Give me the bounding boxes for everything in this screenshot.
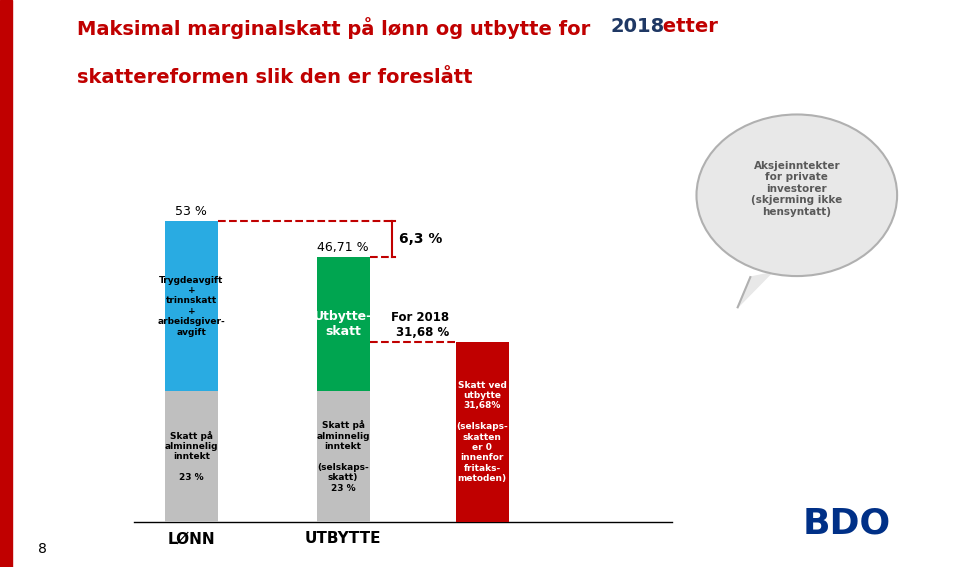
Text: 8: 8 (38, 541, 47, 556)
Ellipse shape (696, 115, 897, 276)
Text: BDO: BDO (803, 507, 891, 541)
Text: 2018: 2018 (611, 17, 665, 36)
Bar (317, 391, 370, 522)
Text: etter: etter (656, 17, 717, 36)
Text: Trygdeavgift
+
trinnskatt
+
arbeidsgiver-
avgift: Trygdeavgift + trinnskatt + arbeidsgiver… (157, 276, 226, 337)
Text: 53 %: 53 % (176, 205, 207, 218)
Bar (317, 257, 370, 391)
Text: Skatt ved
utbytte
31,68%

(selskaps-
skatten
er 0
innenfor
fritaks-
metoden): Skatt ved utbytte 31,68% (selskaps- skat… (456, 380, 508, 483)
Text: Skatt på
alminnelig
inntekt

(selskaps-
skatt)
23 %: Skatt på alminnelig inntekt (selskaps- s… (317, 420, 370, 493)
Text: For 2018
31,68 %: For 2018 31,68 % (392, 311, 449, 339)
Bar (165, 221, 218, 391)
Text: Skatt på
alminnelig
inntekt

23 %: Skatt på alminnelig inntekt 23 % (164, 431, 218, 482)
Text: 6,3 %: 6,3 % (398, 232, 443, 246)
Polygon shape (737, 273, 772, 307)
Text: 46,71 %: 46,71 % (318, 241, 369, 254)
Text: Aksjeinntekter
for private
investorer
(skjerming ikke
hensyntatt): Aksjeinntekter for private investorer (s… (751, 160, 843, 217)
Text: skattereformen slik den er foreslått: skattereformen slik den er foreslått (77, 68, 472, 87)
Text: Utbytte-
skatt: Utbytte- skatt (314, 310, 372, 338)
Text: Maksimal marginalskatt på lønn og utbytte for: Maksimal marginalskatt på lønn og utbytt… (77, 17, 597, 39)
Bar (456, 342, 509, 522)
Bar (165, 391, 218, 522)
